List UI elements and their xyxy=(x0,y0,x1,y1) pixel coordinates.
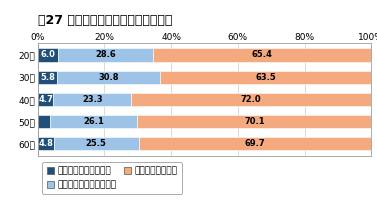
Bar xyxy=(38,137,54,150)
Text: 70.1: 70.1 xyxy=(244,117,265,126)
Text: 4.8: 4.8 xyxy=(38,139,53,148)
Bar xyxy=(153,48,371,62)
Bar xyxy=(131,93,371,106)
Text: 28.6: 28.6 xyxy=(95,51,116,59)
Bar xyxy=(138,115,371,128)
Bar xyxy=(160,70,372,84)
Bar xyxy=(54,93,131,106)
Bar xyxy=(51,115,138,128)
Bar xyxy=(38,48,58,62)
Text: 69.7: 69.7 xyxy=(245,139,265,148)
Text: 65.4: 65.4 xyxy=(252,51,273,59)
Bar xyxy=(139,137,371,150)
Text: 23.3: 23.3 xyxy=(82,95,103,104)
Bar xyxy=(38,115,51,128)
Bar xyxy=(38,70,57,84)
Bar xyxy=(58,48,153,62)
Text: 図27 年代別・キャリアプランの有無: 図27 年代別・キャリアプランの有無 xyxy=(38,14,172,27)
Legend: 明確に思い描いている, 大まかに思い描いている, 特に考えていない: 明確に思い描いている, 大まかに思い描いている, 特に考えていない xyxy=(42,162,182,194)
Text: 30.8: 30.8 xyxy=(98,73,119,82)
Bar xyxy=(54,137,139,150)
Bar xyxy=(38,93,54,106)
Bar xyxy=(57,70,160,84)
Text: 6.0: 6.0 xyxy=(40,51,55,59)
Text: 26.1: 26.1 xyxy=(83,117,104,126)
Text: 4.7: 4.7 xyxy=(38,95,53,104)
Text: 25.5: 25.5 xyxy=(86,139,107,148)
Text: 72.0: 72.0 xyxy=(241,95,262,104)
Text: 5.8: 5.8 xyxy=(40,73,55,82)
Text: 63.5: 63.5 xyxy=(255,73,276,82)
